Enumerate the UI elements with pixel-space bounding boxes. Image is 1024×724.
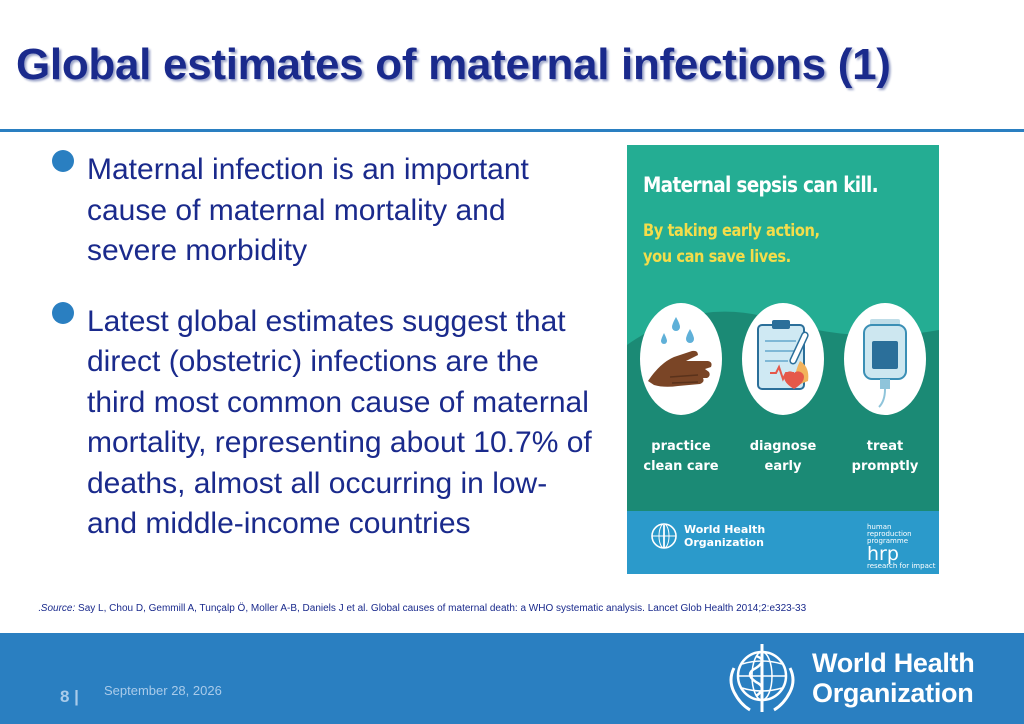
action-caption-line: diagnose <box>749 439 817 454</box>
slide-date: September 28, 2026 <box>104 683 222 698</box>
bullet-list: Maternal infection is an important cause… <box>52 150 602 545</box>
hrp-small-line: human <box>867 523 892 531</box>
poster-who-name-line: World Health <box>684 523 766 536</box>
bullet-item: Latest global estimates suggest that dir… <box>52 301 602 545</box>
who-emblem-icon <box>651 523 677 549</box>
clipboard-thermometer-icon <box>742 303 824 415</box>
bullet-item: Maternal infection is an important cause… <box>52 150 602 272</box>
handwashing-icon <box>640 303 722 415</box>
source-prefix: . <box>38 603 41 614</box>
who-logo: World Health Organization <box>720 638 975 718</box>
who-name-line: Organization <box>812 678 974 708</box>
source-label: Source: <box>40 603 76 614</box>
poster-footer-band <box>627 511 939 574</box>
poster-title: Maternal sepsis can kill. <box>643 173 879 197</box>
source-text: Say L, Chou D, Gemmill A, Tunçalp Ö, Mol… <box>75 603 807 614</box>
sepsis-poster: Maternal sepsis can kill. By taking earl… <box>627 145 939 574</box>
footer-band <box>0 633 1024 724</box>
slide-title: Global estimates of maternal infections … <box>16 40 891 89</box>
hrp-logo: human reproduction programme hrp researc… <box>867 524 935 570</box>
action-caption-line: clean care <box>643 459 719 474</box>
title-divider <box>0 129 1024 132</box>
bullet-dot-icon <box>52 150 74 172</box>
poster-who-logo: World Health Organization <box>649 521 765 551</box>
who-name-line: World Health <box>812 648 975 678</box>
hrp-small-line: programme <box>867 537 909 545</box>
page-number: 8 | <box>60 687 79 706</box>
action-caption-line: treat <box>866 439 904 454</box>
source-citation: .Source: Say L, Chou D, Gemmill A, Tunça… <box>38 603 806 614</box>
action-caption: treat promptly <box>835 437 935 477</box>
action-caption-line: early <box>764 459 802 474</box>
poster-who-name-line: Organization <box>684 536 764 549</box>
action-caption-line: promptly <box>851 459 919 474</box>
action-caption: practice clean care <box>631 437 731 477</box>
bullet-text: Maternal infection is an important cause… <box>87 153 529 267</box>
hrp-wordmark: hrp <box>867 543 899 565</box>
bullet-text: Latest global estimates suggest that dir… <box>87 304 592 541</box>
bullet-dot-icon <box>52 301 74 324</box>
iv-bag-icon <box>844 303 926 415</box>
poster-subtitle: By taking early action, you can save liv… <box>643 221 820 267</box>
hrp-small-line: reproduction <box>867 530 912 538</box>
who-emblem-icon <box>729 644 795 712</box>
action-caption-line: practice <box>651 439 711 454</box>
hrp-tagline: research for impact <box>867 562 936 570</box>
action-caption: diagnose early <box>733 437 833 477</box>
